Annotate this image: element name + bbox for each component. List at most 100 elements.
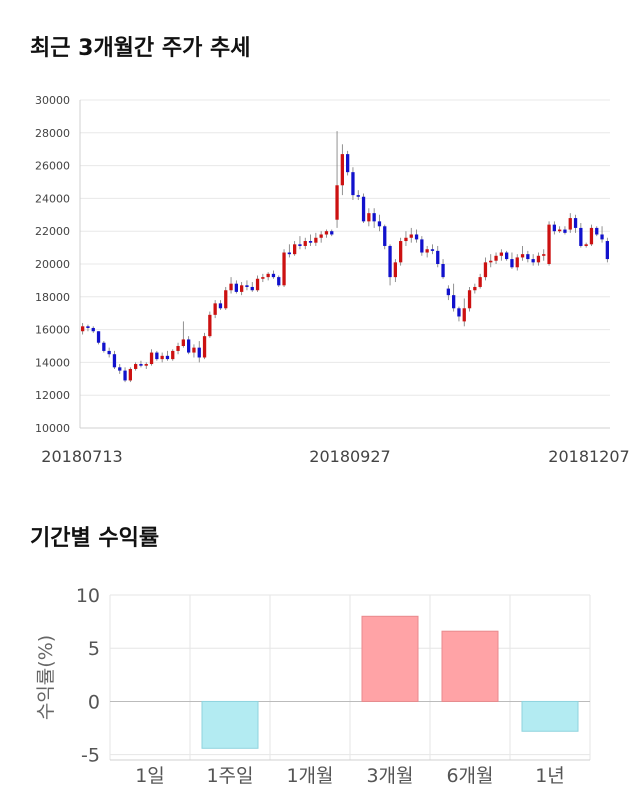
candle-body bbox=[192, 347, 196, 353]
candle-body bbox=[240, 285, 244, 292]
candle-body bbox=[134, 364, 138, 369]
candle-body bbox=[118, 367, 122, 371]
return-bar bbox=[201, 700, 259, 749]
candle-body bbox=[102, 342, 106, 351]
candle-body bbox=[319, 234, 323, 238]
candle-body bbox=[314, 237, 318, 243]
candle-body bbox=[505, 252, 509, 260]
y-tick-label: 12000 bbox=[35, 389, 70, 402]
candle-body bbox=[441, 264, 445, 278]
candle-body bbox=[558, 229, 562, 232]
candle-body bbox=[457, 308, 461, 317]
x-category-label: 1일 bbox=[135, 765, 165, 787]
y-tick-label: -5 bbox=[81, 745, 100, 767]
candle-body bbox=[552, 224, 556, 232]
candle-body bbox=[478, 277, 482, 287]
candle-body bbox=[600, 234, 604, 240]
candle-body bbox=[420, 239, 424, 253]
candle-body bbox=[202, 336, 207, 358]
candle-body bbox=[255, 278, 260, 291]
y-tick-label: 10 bbox=[76, 585, 100, 607]
candle-body bbox=[361, 196, 366, 222]
x-category-label: 6개월 bbox=[446, 765, 493, 787]
y-tick-label: 0 bbox=[88, 691, 100, 713]
candle-body bbox=[176, 346, 180, 351]
candle-body bbox=[568, 218, 572, 230]
candle-body bbox=[197, 347, 201, 358]
candle-body bbox=[298, 244, 302, 246]
candle-body bbox=[531, 259, 535, 263]
x-category-label: 1년 bbox=[535, 765, 565, 787]
candle-body bbox=[536, 255, 541, 263]
candle-body bbox=[579, 227, 583, 246]
y-tick-label: 28000 bbox=[35, 127, 70, 140]
candle-body bbox=[436, 250, 440, 264]
candle-body bbox=[414, 234, 419, 240]
candle-body bbox=[399, 241, 403, 263]
candle-body bbox=[446, 288, 450, 296]
candle-body bbox=[165, 355, 170, 360]
candle-body bbox=[430, 249, 435, 251]
candle-body bbox=[139, 364, 143, 366]
price-chart-title: 최근 3개월간 주가 추세 bbox=[30, 36, 251, 61]
candle-body bbox=[250, 286, 254, 291]
candle-body bbox=[452, 295, 456, 309]
candle-body bbox=[224, 290, 228, 309]
y-tick-label: 18000 bbox=[35, 291, 70, 304]
candle-body bbox=[96, 331, 101, 343]
candle-body bbox=[91, 327, 95, 332]
candle-body bbox=[483, 262, 488, 278]
x-tick-label: 20180927 bbox=[309, 447, 390, 466]
candle-body bbox=[86, 326, 90, 328]
candle-body bbox=[335, 185, 339, 220]
candle-body bbox=[573, 218, 578, 228]
x-category-label: 1개월 bbox=[286, 765, 333, 787]
candle-body bbox=[271, 273, 276, 278]
candle-body bbox=[277, 277, 281, 286]
return-chart-title: 기간별 수익률 bbox=[30, 526, 160, 551]
candle-body bbox=[515, 257, 519, 268]
candle-body bbox=[171, 350, 175, 360]
candle-body bbox=[595, 227, 599, 235]
candle-body bbox=[520, 254, 525, 258]
candle-body bbox=[155, 352, 159, 360]
candle-body bbox=[467, 290, 472, 309]
candle-body bbox=[393, 262, 397, 278]
candle-body bbox=[324, 231, 329, 235]
candle-body bbox=[499, 252, 503, 256]
candle-body bbox=[425, 249, 429, 253]
price-candlestick-chart: 10000 12000 14000 16000 18000 20000 22000 24000… bbox=[35, 94, 630, 466]
x-category-label: 1주일 bbox=[206, 765, 253, 787]
y-tick-label: 20000 bbox=[35, 258, 70, 271]
candle-body bbox=[510, 259, 514, 268]
candle-body bbox=[494, 255, 498, 261]
y-tick-label: 10000 bbox=[35, 422, 70, 435]
candle-body bbox=[266, 273, 270, 278]
candle-body bbox=[245, 285, 249, 287]
candle-body bbox=[261, 277, 265, 279]
candle-body bbox=[547, 224, 551, 264]
candle-body bbox=[388, 245, 392, 278]
candle-body bbox=[367, 213, 371, 222]
candle-body bbox=[489, 260, 493, 263]
candle-body bbox=[293, 244, 297, 255]
y-tick-label: 24000 bbox=[35, 192, 70, 205]
y-axis-label: 수익률(%) bbox=[35, 635, 57, 720]
candle-body bbox=[383, 226, 387, 246]
candle-body bbox=[144, 364, 148, 366]
return-bar bbox=[521, 700, 579, 732]
candle-body bbox=[107, 350, 111, 355]
return-bar bbox=[361, 615, 419, 702]
candle-body bbox=[287, 252, 291, 255]
candle-body bbox=[234, 283, 238, 292]
candle-body bbox=[473, 286, 477, 291]
candle-body bbox=[81, 326, 85, 332]
candle-body bbox=[229, 283, 233, 291]
x-tick-label: 20181207 bbox=[548, 447, 629, 466]
candle-body bbox=[123, 370, 127, 381]
candle-body bbox=[303, 241, 307, 246]
candle-body bbox=[526, 254, 530, 260]
candle-body bbox=[589, 227, 594, 245]
y-tick-label: 14000 bbox=[35, 356, 70, 369]
candle-body bbox=[181, 339, 185, 346]
